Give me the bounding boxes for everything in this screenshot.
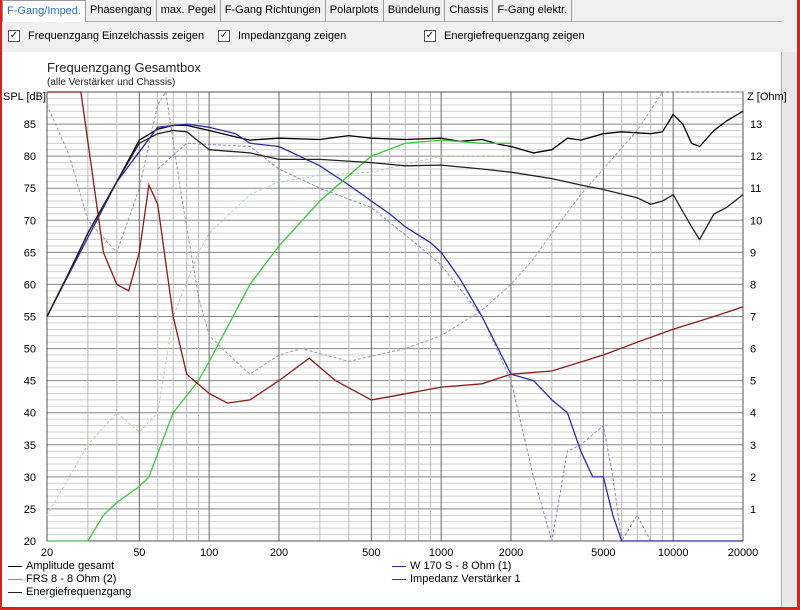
tab-buendelung[interactable]: Bündelung xyxy=(384,0,446,22)
y2-tick-label: 7 xyxy=(750,312,756,324)
x-tick-label: 2000 xyxy=(499,547,523,559)
y2-tick-label: 13 xyxy=(750,119,762,131)
x-tick-label: 100 xyxy=(200,547,218,559)
tab-fgang-elektr[interactable]: F-Gang elektr. xyxy=(493,0,573,22)
tab-phasengang[interactable]: Phasengang xyxy=(86,0,157,22)
x-tick-label: 20 xyxy=(41,547,53,559)
x-tick-label: 50 xyxy=(133,547,145,559)
y-tick-label: 70 xyxy=(24,215,36,227)
legend-amplitude-gesamt: Amplitude gesamt xyxy=(8,560,114,572)
legend-swatch xyxy=(392,578,406,580)
series-line-impedanz-verst-rker-1 xyxy=(47,91,744,404)
y-axis-label: SPL [dB] xyxy=(3,91,46,103)
chart-subtitle: (alle Verstärker und Chassis) xyxy=(47,77,175,88)
legend-swatch xyxy=(392,565,406,567)
checkbox-energiefrequenzgang[interactable]: ✓ Energiefrequenzgang zeigen xyxy=(424,30,585,42)
legend-swatch xyxy=(8,565,22,567)
legend-energiefrequenzgang: Energiefrequenzgang xyxy=(8,586,131,598)
x-tick-label: 10000 xyxy=(658,547,689,559)
y-tick-label: 75 xyxy=(24,183,36,195)
checkbox-icon: ✓ xyxy=(218,30,230,42)
y-tick-label: 55 xyxy=(24,312,36,324)
x-tick-label: 1000 xyxy=(429,547,453,559)
legend-swatch xyxy=(8,578,22,580)
series-line-w-170-s-8-ohm-1- xyxy=(46,123,743,542)
checkbox-icon: ✓ xyxy=(424,30,436,42)
series-line-frs-8-8-ohm-2- xyxy=(47,139,511,542)
checkbox-impedanzgang[interactable]: ✓ Impedanzgang zeigen xyxy=(218,30,346,42)
y-tick-label: 25 xyxy=(24,504,36,516)
y-tick-label: 30 xyxy=(24,472,36,484)
y2-tick-label: 2 xyxy=(750,472,756,484)
y-tick-label: 35 xyxy=(24,440,36,452)
y2-tick-label: 9 xyxy=(750,247,756,259)
y2-tick-label: 3 xyxy=(750,440,756,452)
scrollbar[interactable] xyxy=(781,52,797,607)
y-tick-label: 50 xyxy=(24,344,36,356)
legend-label: Amplitude gesamt xyxy=(26,560,115,572)
legend-label: Energiefrequenzgang xyxy=(26,586,132,598)
dashed-chassis-curve xyxy=(46,155,511,516)
y2-tick-label: 8 xyxy=(750,279,756,291)
y2-tick-label: 10 xyxy=(750,215,762,227)
tab-chassis[interactable]: Chassis xyxy=(445,0,494,22)
y2-tick-label: 6 xyxy=(750,344,756,356)
y-tick-label: 40 xyxy=(24,408,36,420)
tab-max-pegel[interactable]: max. Pegel xyxy=(157,0,221,22)
y2-tick-label: 11 xyxy=(750,183,761,195)
x-tick-label: 20000 xyxy=(728,547,759,559)
chart-title: Frequenzgang Gesamtbox xyxy=(47,60,201,75)
checkbox-icon: ✓ xyxy=(8,30,20,42)
y-tick-label: 60 xyxy=(24,279,36,291)
tab-fgang-richtungen[interactable]: F-Gang Richtungen xyxy=(221,0,326,22)
legend-swatch xyxy=(8,591,22,593)
legend-impedanz: Impedanz Verstärker 1 xyxy=(392,573,521,585)
checkbox-einzelchassis[interactable]: ✓ Frequenzgang Einzelchassis zeigen xyxy=(8,30,204,42)
y2-tick-label: 4 xyxy=(750,408,756,420)
y-tick-label: 65 xyxy=(24,247,36,259)
y-tick-label: 20 xyxy=(24,536,36,548)
x-tick-label: 5000 xyxy=(591,547,615,559)
legend-label: Impedanz Verstärker 1 xyxy=(410,573,521,585)
y-tick-label: 85 xyxy=(24,119,36,131)
y2-tick-label: 12 xyxy=(750,151,762,163)
tab-polarplots[interactable]: Polarplots xyxy=(326,0,384,22)
y2-axis-label: Z [Ohm] xyxy=(747,91,787,103)
dashed-chassis-curve xyxy=(157,142,652,543)
series-line-energiefrequenzgang xyxy=(46,129,744,317)
legend-frs8: FRS 8 - 8 Ohm (2) xyxy=(8,573,116,585)
y2-tick-label: 5 xyxy=(750,376,756,388)
checkbox-label: Energiefrequenzgang zeigen xyxy=(444,30,585,42)
x-tick-label: 500 xyxy=(362,547,380,559)
y-tick-label: 80 xyxy=(24,151,36,163)
y2-tick-label: 1 xyxy=(750,504,756,516)
checkbox-label: Impedanzgang zeigen xyxy=(238,30,347,42)
legend-label: W 170 S - 8 Ohm (1) xyxy=(410,560,512,572)
y-tick-label: 45 xyxy=(24,376,36,388)
tab-bar: F-Gang/Imped. Phasengang max. Pegel F-Ga… xyxy=(2,0,782,22)
tab-fgang-imped[interactable]: F-Gang/Imped. xyxy=(2,0,86,22)
legend-label: FRS 8 - 8 Ohm (2) xyxy=(26,573,117,585)
x-tick-label: 200 xyxy=(270,547,288,559)
checkbox-label: Frequenzgang Einzelchassis zeigen xyxy=(28,30,205,42)
legend-w170: W 170 S - 8 Ohm (1) xyxy=(392,560,511,572)
